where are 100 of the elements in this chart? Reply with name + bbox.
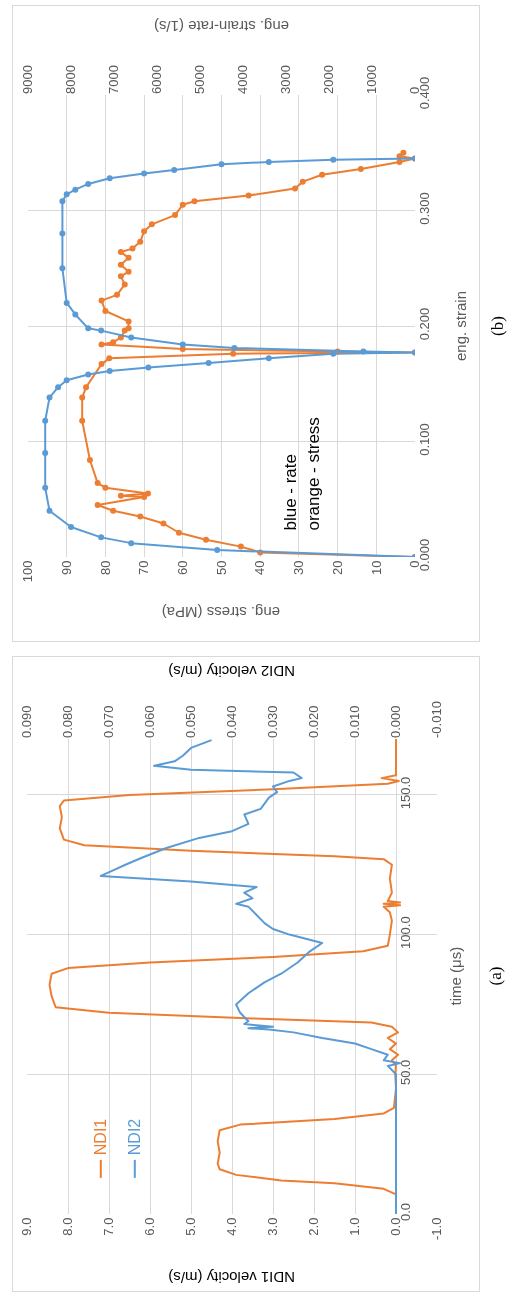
point [94,502,101,509]
x-tick-label: 2.0 [306,1217,322,1236]
x-tick-label: 60 [175,560,191,576]
x2-tick-label: 0.050 [183,705,199,738]
x-tick-label: 90 [58,560,74,576]
point [98,341,105,348]
point [110,507,117,514]
point [160,520,167,527]
point [237,543,244,550]
point [117,261,124,268]
point [98,361,105,368]
x-tick-label: 100 [20,560,36,583]
point [106,355,113,362]
point [79,417,86,424]
point [137,513,144,520]
x-tick-label: 6.0 [142,1217,158,1236]
x-axis-title: NDI1 velocity (m/s) [168,1269,295,1286]
point [125,325,132,332]
x-tick-label: -1.0 [429,1217,445,1241]
x2-tick-label: 3000 [278,65,294,94]
y-axis-title: eng. strain [452,290,469,361]
point [125,254,132,261]
point [79,394,86,401]
x2-tick-label: 7000 [106,65,122,94]
x2-tick-label: 2000 [321,65,337,94]
point [117,273,124,280]
point [141,493,148,500]
point [400,149,407,156]
x2-tick-label: 8000 [63,65,79,94]
x2-tick-label: 0.020 [306,705,322,738]
y-tick-label: 0.100 [417,423,432,456]
x-axis-title: eng. stress (MPa) [161,604,280,621]
point [121,281,128,288]
x2-tick-label: 6000 [149,65,165,94]
x2-tick-label: 0.030 [265,705,281,738]
point [191,198,198,205]
x-tick-label: 50 [213,560,229,576]
x-tick-label: 20 [329,560,345,576]
text: NDI2 [126,1118,144,1156]
x2-tick-label: 1000 [364,65,380,94]
point [203,536,210,543]
y-tick-label: 100.0 [398,916,413,949]
x-tick-label: 4.0 [224,1217,240,1236]
x2-tick-label: 0.040 [224,705,240,738]
x-tick-label: 1.0 [347,1217,363,1236]
point [125,268,132,275]
point [179,346,186,353]
point [245,192,252,199]
text: (a) [485,966,505,986]
point [144,490,151,497]
point [175,529,182,536]
y-tick-label: 150.0 [398,776,413,810]
point [110,339,117,346]
point [148,221,155,228]
point [137,238,144,245]
y-tick-label: 0.300 [417,192,432,225]
point [94,480,101,487]
point [141,228,148,235]
x2-tick-label: 0.060 [142,705,158,738]
x2-tick-label: 4000 [235,65,251,94]
point [230,350,237,357]
point [98,297,105,304]
point [102,307,109,314]
point [299,178,306,185]
point [117,249,124,256]
text: NDI1 [92,1118,110,1156]
x2-tick-label: 0.080 [60,705,76,738]
point [172,212,179,219]
point [86,456,93,463]
annotation: blue - rate orange - stress [281,417,323,531]
x2-tick-label: 9000 [20,65,36,94]
x-tick-label: 10 [368,560,384,576]
x-tick-label: 8.0 [60,1217,76,1236]
y-tick-label: 0.200 [417,307,432,341]
point [319,171,326,178]
point [125,318,132,325]
x-tick-label: 9.0 [19,1217,35,1236]
x-tick-label: 30 [291,560,307,576]
point [114,291,121,298]
x2-axis-title: NDI2 velocity (m/s) [168,663,295,680]
x-tick-label: 70 [136,560,152,576]
point [179,201,186,208]
x-tick-label: 5.0 [183,1217,199,1236]
x-tick-label: 3.0 [265,1217,281,1236]
x-tick-label: 7.0 [101,1217,117,1236]
x-tick-label: 40 [252,560,268,576]
text: (b) [488,316,507,336]
x2-tick-label: 0.010 [347,705,363,738]
x2-tick-label: 5000 [192,65,208,94]
point [357,165,364,172]
point [129,245,136,252]
point [83,384,90,391]
x2-axis-title: eng. strain-rate (1/s) [153,18,289,35]
x2-tick-label: 0.090 [19,705,35,738]
x-tick-label: 80 [97,560,113,576]
point [117,492,124,499]
point [102,484,109,491]
x2-tick-label: 0.070 [101,705,117,738]
y-axis-title: time (μs) [446,946,464,1006]
x2-tick-label: -0.010 [429,701,445,738]
